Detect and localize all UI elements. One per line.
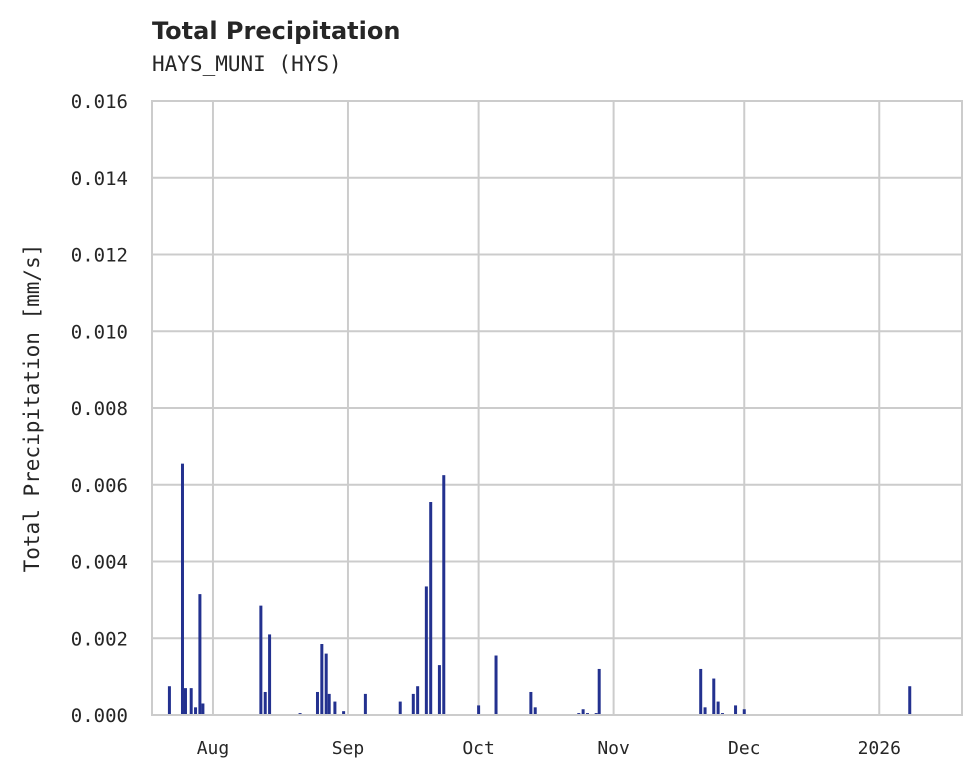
- precip-bar: [194, 707, 198, 715]
- y-tick-label: 0.016: [71, 91, 128, 113]
- precip-bar: [263, 691, 267, 715]
- precip-bar: [424, 586, 428, 715]
- x-axis-ticks: Aug Sep Oct Nov Dec 2026: [197, 738, 901, 759]
- precip-bar: [198, 594, 202, 715]
- x-tick-label: Oct: [462, 738, 495, 759]
- precip-bar: [327, 693, 331, 715]
- y-axis-ticks: 0.000 0.002 0.004 0.006 0.008 0.010 0.012 0.014…: [71, 91, 128, 727]
- x-tick-label: Dec: [728, 738, 761, 759]
- precip-bar: [529, 691, 533, 715]
- chart-title: Total Precipitation: [152, 17, 401, 45]
- precip-bar: [533, 707, 537, 715]
- precip-bar: [442, 475, 446, 715]
- x-tick-label: Aug: [197, 738, 230, 759]
- precip-bar: [320, 644, 324, 715]
- precip-bar: [324, 653, 328, 715]
- precip-bar: [699, 668, 703, 715]
- precip-bar: [581, 709, 585, 715]
- precip-bar: [268, 634, 272, 715]
- x-tick-label: Nov: [597, 738, 630, 759]
- precip-bar: [429, 502, 433, 715]
- precip-bar: [398, 701, 402, 715]
- precip-bar: [908, 686, 912, 715]
- y-tick-label: 0.008: [71, 398, 128, 420]
- bar-series: [167, 463, 912, 715]
- precip-bar: [477, 705, 481, 715]
- precip-bar: [734, 705, 738, 715]
- y-tick-label: 0.006: [71, 475, 128, 497]
- precip-bar: [333, 701, 337, 715]
- precip-bar: [437, 665, 441, 715]
- precip-bar: [716, 701, 720, 715]
- precip-bar: [342, 711, 346, 715]
- precip-bar: [189, 688, 193, 715]
- plot-frame: [151, 100, 963, 716]
- precip-bar: [411, 693, 415, 715]
- y-tick-label: 0.010: [71, 321, 128, 343]
- precip-bar: [201, 703, 205, 715]
- y-tick-label: 0.002: [71, 628, 128, 650]
- y-tick-label: 0.014: [71, 168, 128, 190]
- precip-bar: [259, 605, 263, 715]
- y-tick-label: 0.000: [71, 705, 128, 727]
- chart-subtitle: HAYS_MUNI (HYS): [152, 52, 342, 76]
- precip-bar: [712, 678, 716, 715]
- precip-bar: [597, 668, 601, 715]
- precip-bar: [180, 463, 184, 715]
- precip-bar: [416, 686, 420, 715]
- gridlines: [152, 100, 962, 716]
- precip-bar: [167, 686, 171, 715]
- y-tick-label: 0.012: [71, 245, 128, 267]
- precip-bar: [494, 655, 498, 715]
- precip-bar: [183, 688, 187, 715]
- precip-bar: [315, 691, 319, 715]
- precip-bar: [363, 693, 367, 715]
- y-tick-label: 0.004: [71, 552, 128, 574]
- precip-bar: [742, 709, 746, 715]
- x-tick-label: Sep: [332, 738, 365, 759]
- precip-bar: [703, 707, 707, 715]
- x-tick-label: 2026: [858, 738, 901, 759]
